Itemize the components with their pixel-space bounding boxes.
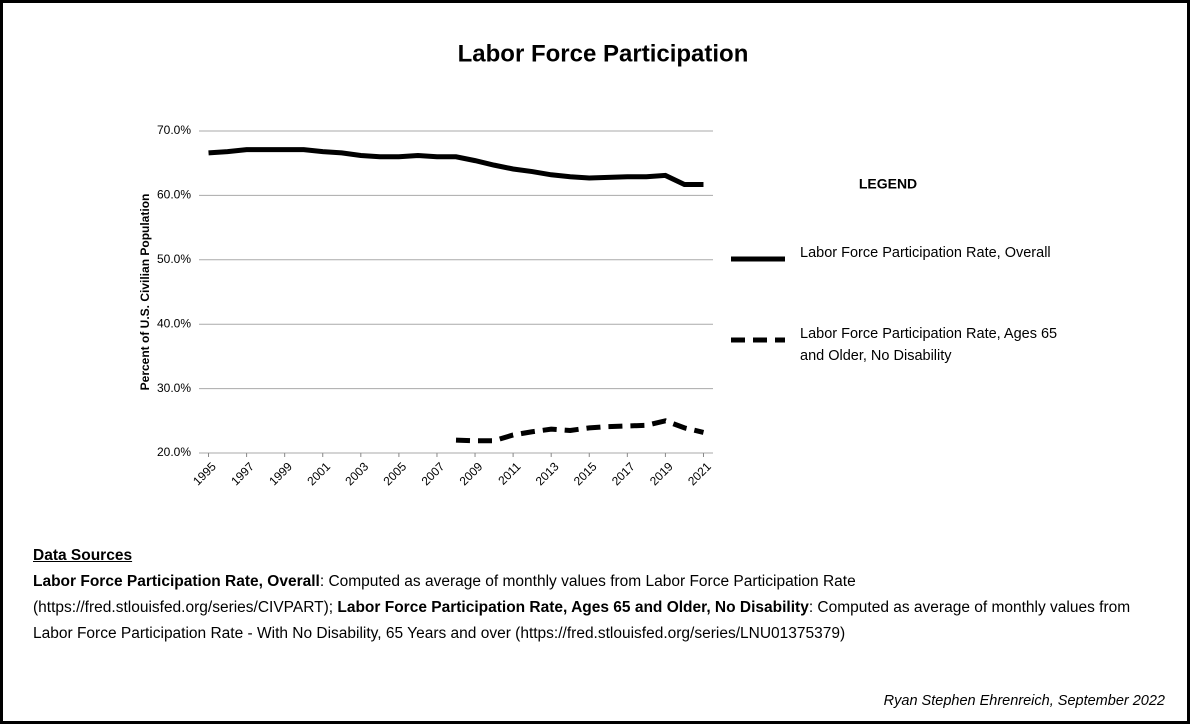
- x-tick-label: 2011: [495, 459, 523, 487]
- x-tick-label: 2005: [380, 459, 409, 488]
- legend-title: LEGEND: [859, 176, 917, 192]
- x-tick-label: 2015: [571, 459, 600, 488]
- source-name: Labor Force Participation Rate, Overall: [33, 573, 320, 590]
- x-tick-label: 1999: [266, 459, 295, 488]
- series-line: [208, 147, 704, 187]
- x-tick-label: 2007: [419, 459, 448, 488]
- x-tick-label: 2021: [685, 459, 714, 488]
- y-tick-label: 50.0%: [157, 252, 191, 266]
- y-axis-label: Percent of U.S. Civilian Population: [138, 194, 152, 391]
- x-tick-label: 2013: [533, 459, 562, 488]
- x-tick-label: 1997: [228, 459, 257, 488]
- y-tick-label: 40.0%: [157, 316, 191, 330]
- legend-label: Labor Force Participation Rate, Ages 65 …: [800, 326, 1058, 364]
- x-tick-label: 1995: [190, 459, 219, 488]
- x-tick-label: 2017: [609, 459, 638, 488]
- x-tick-label: 2009: [457, 459, 486, 488]
- source-description: : Computed as average of monthly values …: [33, 599, 1131, 642]
- data-sources: Data Sources Labor Force Participation R…: [33, 543, 1143, 647]
- source-name: Labor Force Participation Rate, Ages 65 …: [337, 599, 809, 616]
- chart: Labor Force Participation Percent of U.S…: [138, 40, 917, 488]
- x-tick-label: 2003: [342, 459, 371, 488]
- source-description: : Computed as average of monthly values …: [33, 573, 856, 616]
- y-tick-label: 60.0%: [157, 188, 191, 202]
- x-tick-label: 2019: [647, 459, 676, 488]
- y-tick-label: 20.0%: [157, 445, 191, 459]
- x-tick-label: 2001: [304, 459, 333, 488]
- chart-title: Labor Force Participation: [458, 40, 749, 67]
- legend-label: Labor Force Participation Rate, Overall: [800, 245, 1051, 261]
- y-tick-label: 70.0%: [157, 123, 191, 137]
- y-tick-label: 30.0%: [157, 381, 191, 395]
- series-line: [455, 418, 705, 444]
- credit: Ryan Stephen Ehrenreich, September 2022: [883, 693, 1165, 709]
- sources-text: Labor Force Participation Rate, Overall:…: [33, 569, 1143, 647]
- sources-heading: Data Sources: [33, 547, 133, 564]
